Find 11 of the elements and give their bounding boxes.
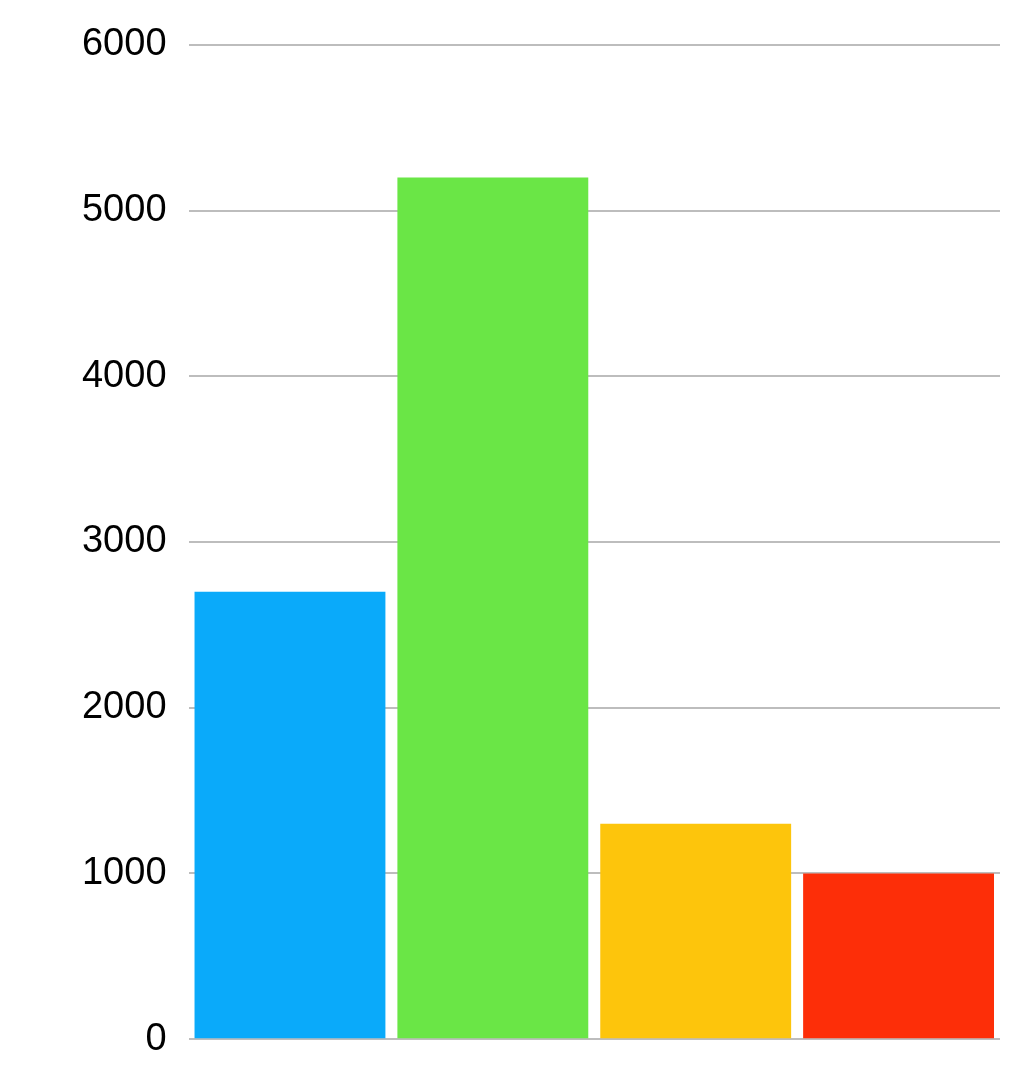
bar [194,591,386,1039]
y-tick-label: 4000 [81,352,167,395]
y-tick-label: 3000 [81,518,167,561]
y-tick-label: 5000 [81,187,167,230]
y-tick-label: 1000 [81,849,167,892]
bar [803,873,995,1039]
bar [600,823,792,1039]
y-tick-label: 6000 [81,21,167,64]
y-tick-label: 0 [145,1015,167,1058]
bar [397,177,589,1039]
y-tick-label: 2000 [81,684,167,727]
